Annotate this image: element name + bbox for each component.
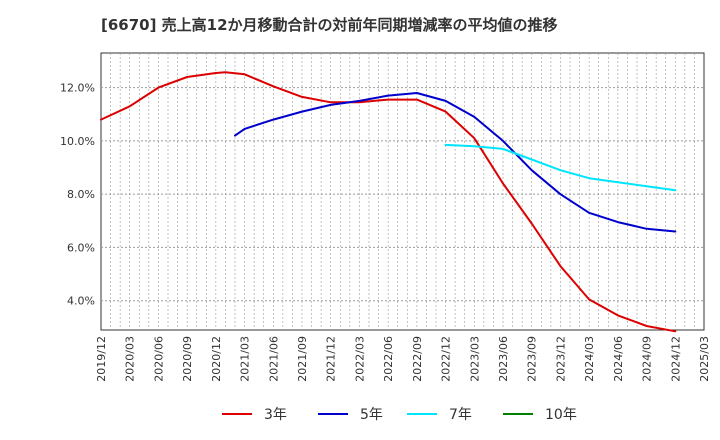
x-tick-label: 2021/06: [267, 336, 280, 382]
x-tick-label: 2021/03: [239, 336, 252, 382]
legend-label: 3年: [264, 407, 287, 423]
x-tick-label: 2022/09: [411, 336, 424, 382]
x-tick-label: 2024/03: [583, 336, 596, 382]
x-tick-label: 2021/12: [325, 336, 338, 382]
legend: 3年 5年 7年 10年: [222, 407, 577, 423]
grid: [101, 53, 704, 330]
x-tick-label: 2020/09: [181, 336, 194, 382]
legend-label: 5年: [360, 407, 383, 423]
x-tick-label: 2022/03: [353, 336, 366, 382]
y-tick-label: 4.0%: [67, 295, 95, 308]
x-tick-label: 2019/12: [95, 336, 108, 382]
x-tick-label: 2022/12: [440, 336, 453, 382]
legend-label: 7年: [449, 407, 472, 423]
x-tick-label: 2020/06: [152, 336, 165, 382]
x-tick-label: 2023/06: [497, 336, 510, 382]
plot-area: [100, 52, 705, 331]
x-tick-label: 2020/03: [124, 336, 137, 382]
x-tick-label: 2021/09: [296, 336, 309, 382]
x-tick-label: 2024/09: [641, 336, 654, 382]
x-tick-label: 2022/06: [382, 336, 395, 382]
y-tick-label: 12.0%: [60, 82, 95, 95]
y-tick-label: 10.0%: [60, 135, 95, 148]
series-line: [444, 143, 677, 192]
chart-title: [6670] 売上高12か月移動合計の対前年同期増減率の平均値の推移: [101, 16, 558, 34]
y-axis-ticks: 4.0% 6.0% 8.0% 10.0% 12.0%: [60, 82, 95, 308]
x-tick-label: 2025/03: [698, 336, 711, 382]
series-line: [234, 92, 677, 233]
x-tick-label: 2024/12: [669, 336, 682, 382]
series-line: [100, 71, 677, 333]
y-tick-label: 6.0%: [67, 241, 95, 254]
x-tick-label: 2020/12: [210, 336, 223, 382]
x-tick-label: 2023/12: [554, 336, 567, 382]
x-tick-label: 2024/06: [612, 336, 625, 382]
x-tick-label: 2023/09: [526, 336, 539, 382]
x-tick-label: 2023/03: [468, 336, 481, 382]
legend-label: 10年: [545, 407, 577, 423]
series-lines: [100, 71, 677, 333]
x-axis-ticks: 2019/12 2020/03 2020/06 2020/09 2020/12 2021/…: [95, 336, 711, 382]
y-tick-label: 8.0%: [67, 188, 95, 201]
